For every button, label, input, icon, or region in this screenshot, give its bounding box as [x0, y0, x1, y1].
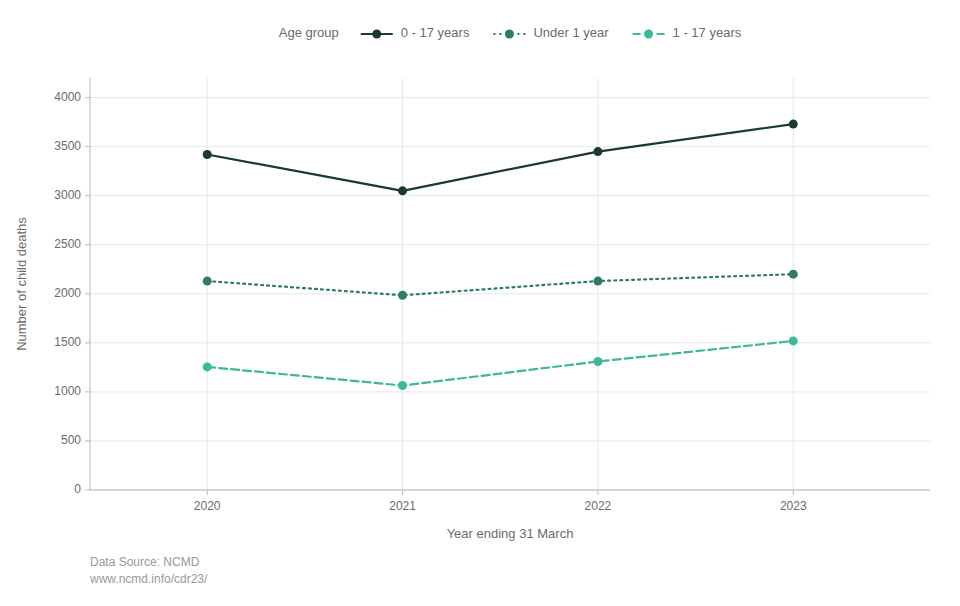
point-marker [203, 362, 212, 371]
point-marker [398, 186, 407, 195]
point-marker [593, 147, 602, 156]
legend-marker [372, 30, 381, 39]
y-grid-line [90, 342, 930, 343]
legend-label: 1 - 17 years [673, 25, 742, 40]
legend-label: Under 1 year [533, 25, 609, 40]
y-tick [85, 293, 90, 294]
legend: Age group 0 - 17 years Under 1 year 1 - 17 … [279, 25, 742, 40]
legend-entry: Under 1 year [493, 25, 609, 40]
axes: 0 500 1000 1500 2000 2500 3000 3500 4000 2020 2021… [54, 78, 930, 513]
y-tick [85, 342, 90, 343]
point-marker [593, 277, 602, 286]
y-tick-label: 2500 [54, 237, 81, 251]
x-tick-label: 2023 [780, 499, 807, 513]
y-grid-line [90, 391, 930, 392]
y-tick-label: 500 [61, 433, 81, 447]
series-line [207, 124, 793, 191]
series-line [207, 274, 793, 295]
y-grid-line [90, 195, 930, 196]
x-tick-label: 2022 [585, 499, 612, 513]
legend-label: 0 - 17 years [401, 25, 470, 40]
y-tick-label: 4000 [54, 90, 81, 104]
y-tick [85, 195, 90, 196]
point-marker [398, 381, 407, 390]
x-axis-label: Year ending 31 March [447, 526, 574, 541]
chart: 0 500 1000 1500 2000 2500 3000 3500 4000 2020 2021… [0, 0, 960, 606]
source-note: Data Source: NCMD [90, 555, 200, 569]
point-marker [789, 270, 798, 279]
x-tick [402, 490, 403, 495]
point-marker [203, 277, 212, 286]
legend-marker [505, 30, 514, 39]
x-grid-line [793, 78, 794, 490]
x-tick-label: 2020 [194, 499, 221, 513]
x-tick-label: 2021 [389, 499, 416, 513]
legend-entry: 0 - 17 years [361, 25, 470, 40]
y-grid-line [90, 293, 930, 294]
point-marker [398, 291, 407, 300]
point-marker [789, 120, 798, 129]
legend-title: Age group [279, 25, 339, 40]
series [203, 336, 798, 390]
grid [90, 78, 930, 490]
y-grid-line [90, 97, 930, 98]
y-grid-line [90, 440, 930, 441]
y-tick [85, 391, 90, 392]
y-tick [85, 146, 90, 147]
y-grid-line [90, 490, 930, 491]
series-line [207, 341, 793, 386]
y-grid-line [90, 244, 930, 245]
y-tick-label: 3500 [54, 139, 81, 153]
y-tick-label: 1500 [54, 335, 81, 349]
y-tick [85, 244, 90, 245]
y-axis-line [90, 78, 91, 490]
point-marker [789, 336, 798, 345]
y-grid-line [90, 146, 930, 147]
legend-marker [644, 30, 653, 39]
point-marker [203, 150, 212, 159]
y-tick [85, 97, 90, 98]
series [203, 120, 798, 196]
legend-entry: 1 - 17 years [633, 25, 742, 40]
source-note: www.ncmd.info/cdr23/ [89, 572, 208, 586]
y-tick [85, 440, 90, 441]
x-tick [793, 490, 794, 495]
y-axis-label: Number of child deaths [14, 217, 29, 351]
x-tick [597, 490, 598, 495]
series [203, 270, 798, 300]
point-marker [593, 357, 602, 366]
x-tick [207, 490, 208, 495]
plot-data [203, 120, 798, 390]
y-tick-label: 1000 [54, 384, 81, 398]
y-tick-label: 3000 [54, 188, 81, 202]
y-tick [85, 490, 90, 491]
chart-container: 0 500 1000 1500 2000 2500 3000 3500 4000 2020 2021… [0, 0, 960, 606]
x-grid-line [402, 78, 403, 490]
y-tick-label: 2000 [54, 286, 81, 300]
y-tick-label: 0 [74, 482, 81, 496]
x-axis-line [90, 490, 930, 491]
